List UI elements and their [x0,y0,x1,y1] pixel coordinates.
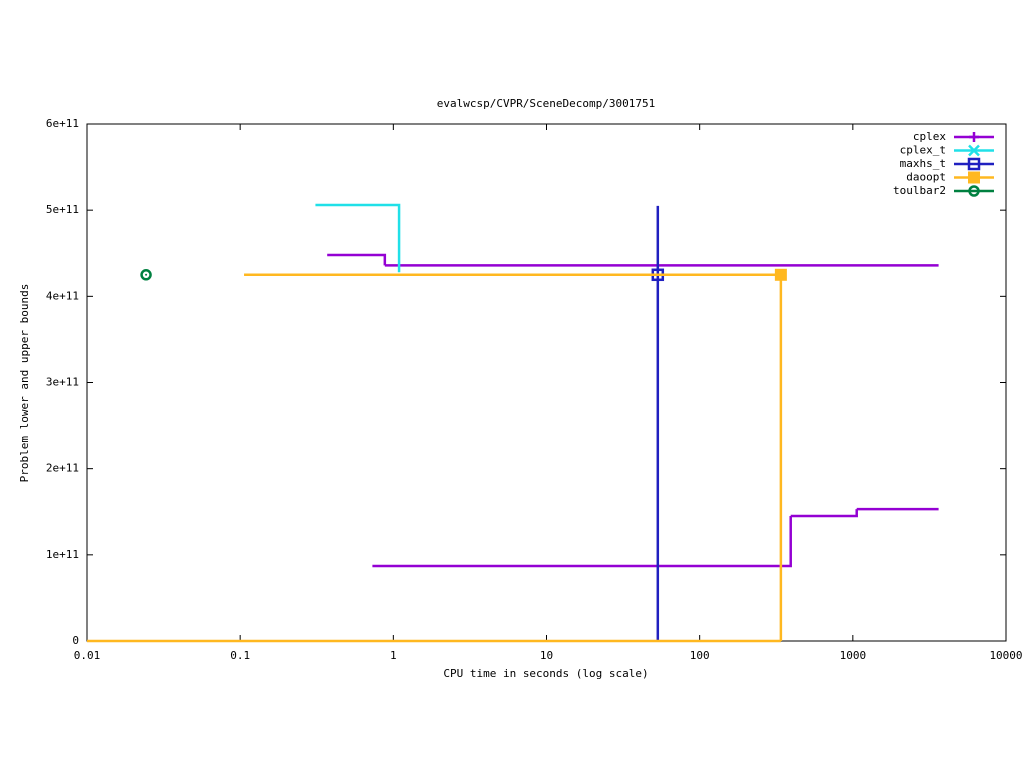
step-segment [315,203,401,273]
x-tick-label: 10 [540,649,553,662]
y-tick-label: 5e+11 [46,203,79,216]
marker [969,132,979,142]
marker [968,185,980,197]
legend-label: daoopt [906,171,946,184]
x-tick-label: 100 [690,649,710,662]
x-tick-label: 0.01 [74,649,101,662]
marker-part [968,185,980,197]
marker-part [969,132,979,142]
legend-label: toulbar2 [893,184,946,197]
step-segment [372,516,792,568]
y-tick-label: 6e+11 [46,117,79,130]
y-tick-label: 0 [72,634,79,647]
x-tick-label: 1 [390,649,397,662]
marker-part [145,273,148,276]
y-tick-label: 3e+11 [46,376,79,389]
marker-part [140,269,152,281]
x-axis-label: CPU time in seconds (log scale) [443,667,648,680]
marker-part [774,268,787,281]
y-axis-label: Problem lower and upper bounds [18,284,31,483]
x-tick-label: 10000 [989,649,1022,662]
step-segment [790,509,858,518]
marker-part [968,171,980,184]
marker [774,268,787,281]
legend-label: cplex_t [900,144,946,157]
chart-title: evalwcsp/CVPR/SceneDecomp/3001751 [437,97,656,110]
x-tick-label: 1000 [840,649,867,662]
marker [968,171,980,184]
marker-part [968,144,980,157]
marker [968,144,980,157]
step-segment [327,253,387,266]
legend-label: cplex [913,130,946,143]
legend-label: maxhs_t [900,157,946,170]
y-tick-label: 4e+11 [46,289,79,302]
y-tick-label: 1e+11 [46,548,79,561]
marker [140,269,152,281]
marker [967,157,981,171]
x-tick-label: 0.1 [230,649,250,662]
plot-border [86,123,1007,642]
marker-part [967,157,981,171]
y-tick-label: 2e+11 [46,462,79,475]
marker-part [973,190,975,192]
